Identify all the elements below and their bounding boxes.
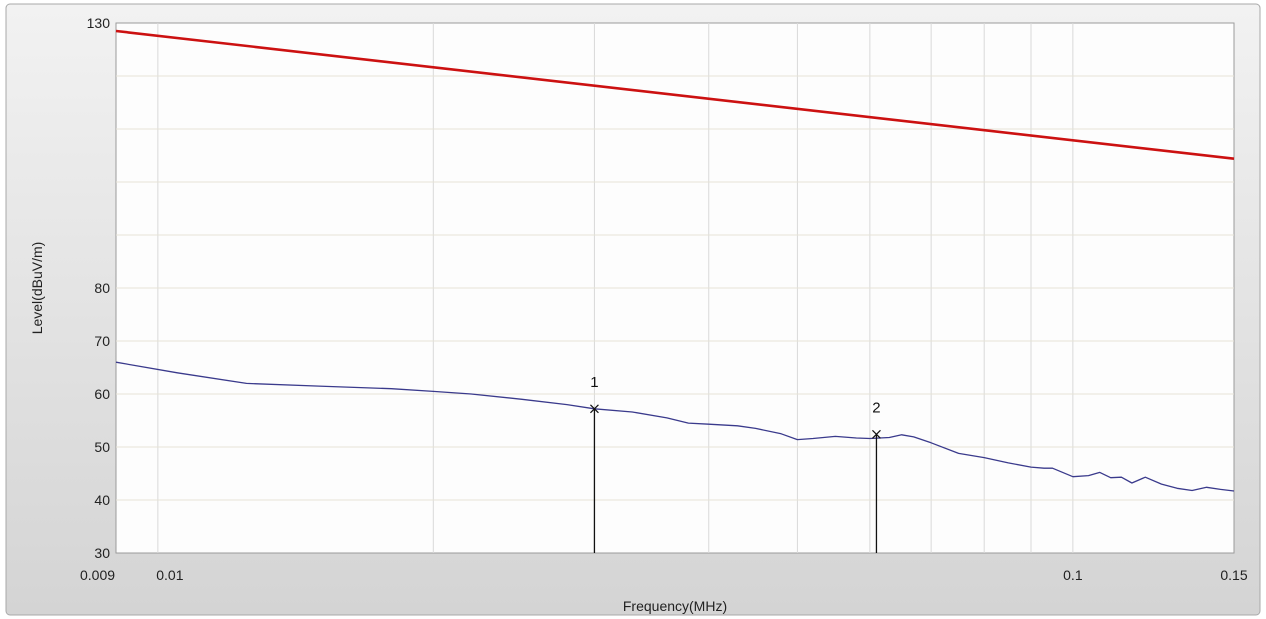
y-axis-label: Level(dBuV/m) [29, 242, 45, 335]
x-tick-label: 0.15 [1220, 567, 1247, 583]
x-axis-label: Frequency(MHz) [623, 598, 727, 614]
measurement-trace [115, 361, 1235, 492]
marker-2-cross [872, 429, 881, 439]
x-tick-label: 0.01 [156, 567, 183, 583]
limit-line [115, 29, 1235, 160]
y-tick-label: 60 [94, 386, 110, 402]
y-tick-label: 30 [94, 545, 110, 561]
marker-layer: 12 [590, 374, 881, 553]
marker-1-cross [590, 404, 599, 414]
x-tick-label: 0.009 [80, 567, 115, 583]
y-tick-label: 40 [94, 492, 110, 508]
series-layer [115, 29, 1235, 492]
y-tick-label: 130 [87, 15, 111, 31]
tick-labels: 30 40 50 60 70 80 130 0.009 0.01 0.1 0.15 [80, 15, 1248, 583]
y-tick-label: 50 [94, 439, 110, 455]
marker-1-label: 1 [590, 374, 598, 391]
y-tick-label: 70 [94, 333, 110, 349]
y-tick-label: 80 [94, 280, 110, 296]
marker-2-label: 2 [872, 399, 880, 416]
x-tick-label: 0.1 [1063, 567, 1083, 583]
grid [116, 23, 1234, 553]
